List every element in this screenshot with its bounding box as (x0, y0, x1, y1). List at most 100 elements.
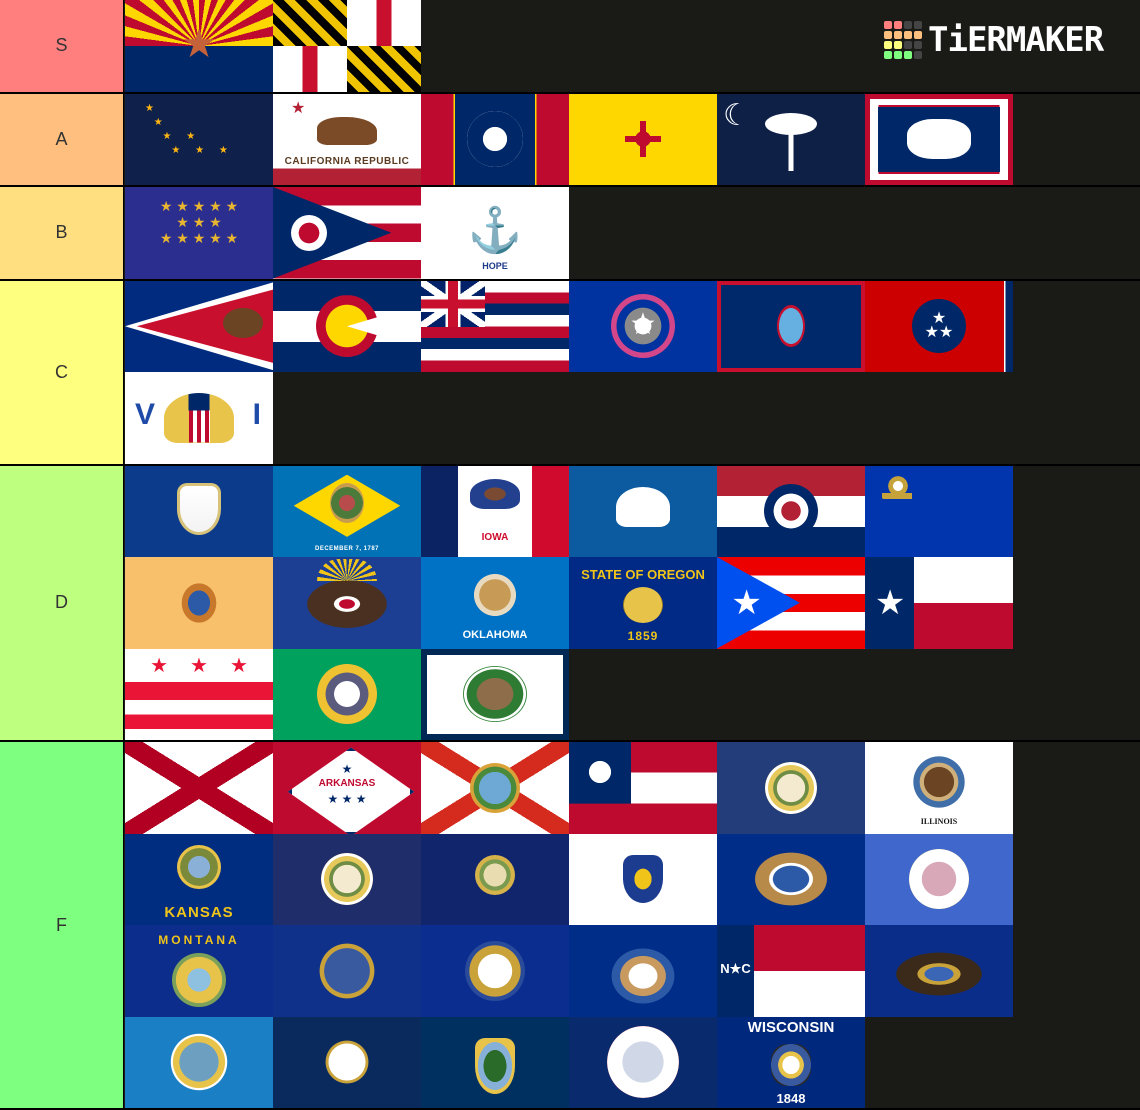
tier-items: DECEMBER 7, 1787 IOWA OKLAHOMA STATE OF ORE… (124, 465, 1014, 740)
flag-guam[interactable] (717, 280, 865, 372)
flag-wisconsin[interactable]: WISCONSIN 1848 (717, 1016, 865, 1108)
flag-alabama[interactable] (125, 742, 273, 834)
flag-utah[interactable] (273, 1016, 421, 1108)
flag-ohio[interactable] (273, 187, 421, 279)
tier-row-c: C ★ ★ ★★ V I (0, 280, 1140, 466)
flag-kentucky[interactable] (273, 833, 421, 925)
flag-hawaii[interactable] (421, 280, 569, 372)
flag-text: STATE OF OREGON (581, 567, 705, 582)
flag-arkansas[interactable]: ★ ★ ★ ★ ARKANSAS (273, 742, 421, 834)
flag-text: CALIFORNIA REPUBLIC (284, 155, 410, 167)
flag-massachusetts[interactable] (569, 833, 717, 925)
flag-georgia[interactable] (569, 742, 717, 834)
tier-items: ★ ★ ★★ V I (124, 280, 1014, 464)
logo-square (914, 41, 922, 49)
flag-mississippi[interactable] (421, 93, 569, 185)
flag-southcarolina[interactable]: ☾ (717, 93, 865, 185)
tier-label[interactable]: C (0, 280, 124, 464)
flag-text: ILLINOIS (920, 816, 958, 826)
tier-label[interactable]: B (0, 187, 124, 279)
tier-label[interactable]: F (0, 742, 124, 1108)
flag-iowa[interactable]: IOWA (421, 465, 569, 557)
flag-colorado[interactable] (273, 280, 421, 372)
flag-maine[interactable] (421, 833, 569, 925)
flag-virginia[interactable] (569, 1016, 717, 1108)
tier-items: ★ ★ ★ ★ ★ ★ ★ ★ ★ CALIFORNIA REPUBLIC ☾ (124, 93, 1014, 185)
stars-icon: ★★★ (150, 654, 270, 677)
flag-maryland[interactable] (273, 0, 421, 92)
emblem-icon (177, 483, 221, 536)
tiermaker-logo: TiERMAKER (884, 20, 1104, 60)
emblem-icon (475, 1038, 515, 1095)
flag-text: IOWA (481, 531, 509, 543)
emblem-icon (317, 664, 377, 725)
flag-dc[interactable]: ★★★ (125, 648, 273, 740)
flag-kansas[interactable]: KANSAS (125, 833, 273, 925)
star-icon: ★ (341, 762, 353, 776)
flag-washington[interactable] (273, 648, 421, 740)
flag-pennsylvania[interactable] (865, 925, 1013, 1017)
flag-montana[interactable]: MONTANA (125, 925, 273, 1017)
flag-wyoming[interactable] (865, 93, 1013, 185)
flag-rhodeisland[interactable]: ⚓ HOPE (421, 187, 569, 279)
emblem-icon (623, 855, 663, 904)
tier-items: ★ ★ ★ ★ ★ ★ ★ ★ ★ ★ ★ ★ ★ ⚓ HOPE (124, 187, 1014, 279)
flag-florida[interactable] (421, 742, 569, 834)
flag-michigan[interactable] (717, 833, 865, 925)
flag-indiana[interactable]: ★ ★ ★ ★ ★ ★ ★ ★ ★ ★ ★ ★ ★ (125, 187, 273, 279)
flag-americansamoa[interactable] (125, 280, 273, 372)
emblem-icon (765, 761, 817, 814)
flag-connecticut[interactable] (125, 465, 273, 557)
emblem-icon (161, 1024, 237, 1101)
emblem-icon (603, 940, 683, 1011)
tier-label[interactable]: A (0, 93, 124, 185)
flag-illinois[interactable]: ILLINOIS (865, 742, 1013, 834)
logo-square (904, 31, 912, 39)
flag-missouri[interactable] (717, 465, 865, 557)
flag-text: HOPE (482, 260, 508, 271)
flag-southdakota[interactable] (125, 1016, 273, 1108)
emblem-icon (164, 392, 234, 443)
flag-louisiana[interactable] (569, 465, 717, 557)
flag-text: OKLAHOMA (462, 628, 528, 641)
flag-minnesota[interactable] (865, 833, 1013, 925)
star-icon: ★ (291, 99, 306, 117)
emblem-icon (616, 487, 670, 528)
flag-texas[interactable]: ★ (865, 557, 1013, 649)
flag-text: WISCONSIN (747, 1018, 835, 1036)
flag-text: MONTANA (158, 933, 240, 947)
flag-nmi[interactable]: ★ (569, 280, 717, 372)
flag-nebraska[interactable] (273, 925, 421, 1017)
tier-label[interactable]: D (0, 465, 124, 740)
flag-alaska[interactable]: ★ ★ ★ ★ ★ ★ ★ ★ (125, 93, 273, 185)
flag-westvirginia[interactable] (421, 648, 569, 740)
flag-idaho[interactable] (717, 742, 865, 834)
flag-northcarolina[interactable]: N★C (717, 925, 865, 1017)
flag-newhampshire[interactable] (421, 925, 569, 1017)
emblem-icon (907, 119, 971, 160)
flag-oklahoma[interactable]: OKLAHOMA (421, 557, 569, 649)
flag-california[interactable]: ★ CALIFORNIA REPUBLIC (273, 93, 421, 185)
emblem-icon (290, 214, 327, 251)
crescent-icon: ☾ (723, 98, 750, 132)
tier-row-d: D DECEMBER 7, 1787 IOWA OKLAHOMA STATE OF OR… (0, 465, 1140, 742)
flag-vermont[interactable] (421, 1016, 569, 1108)
flag-oregon[interactable]: STATE OF OREGON 1859 (569, 557, 717, 649)
flag-newyork[interactable] (569, 925, 717, 1017)
emblem-icon (611, 294, 675, 359)
flag-arizona[interactable]: ★ (125, 0, 273, 92)
emblem-icon (771, 1044, 811, 1087)
flag-delaware[interactable]: DECEMBER 7, 1787 (273, 465, 421, 557)
flag-newjersey[interactable] (125, 557, 273, 649)
flag-nevada[interactable] (865, 465, 1013, 557)
emblem-icon (223, 308, 264, 339)
flag-text: I (252, 398, 261, 431)
tier-label[interactable]: S (0, 0, 124, 92)
logo-square (884, 31, 892, 39)
flag-tennessee[interactable]: ★ ★★ (865, 280, 1013, 372)
flag-northdakota[interactable] (273, 557, 421, 649)
logo-square (904, 51, 912, 59)
flag-puertorico[interactable]: ★ (717, 557, 865, 649)
flag-newmexico[interactable] (569, 93, 717, 185)
